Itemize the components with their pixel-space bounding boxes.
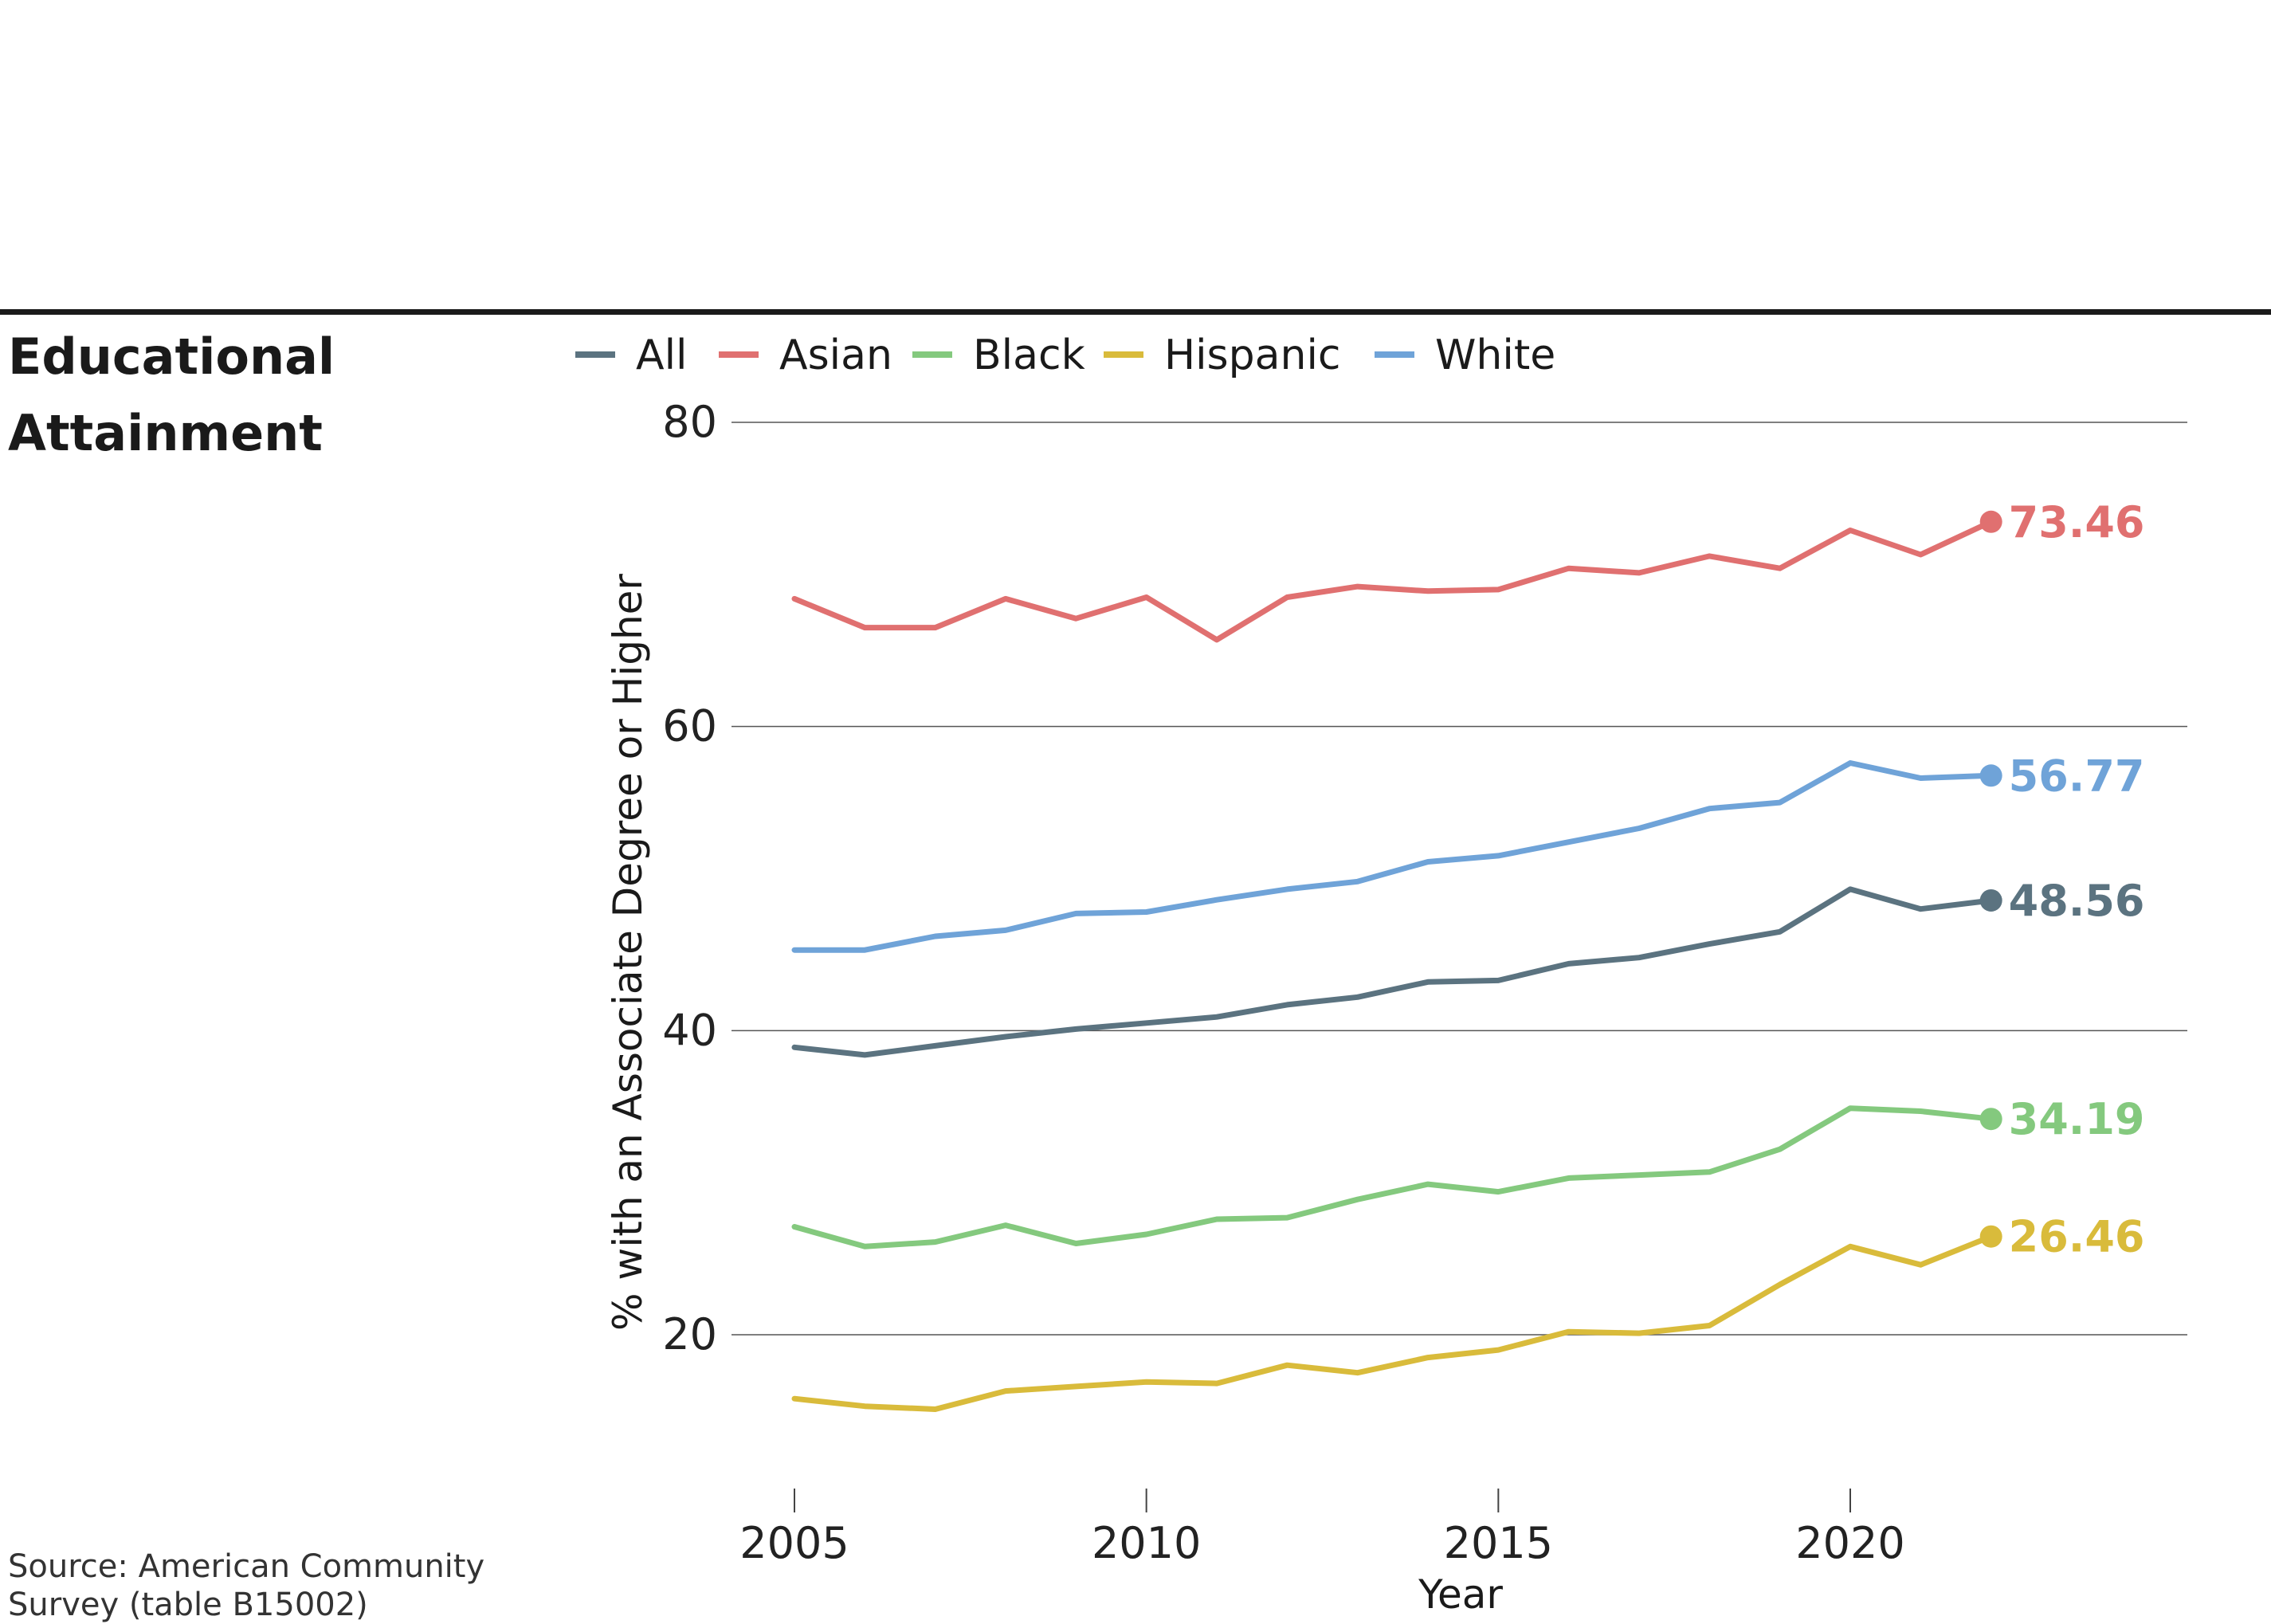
y-tick-label: 60 <box>662 701 717 751</box>
x-tick-label: 2010 <box>1092 1518 1201 1568</box>
legend: All Asian Black Hispanic White <box>575 331 1555 379</box>
end-point-white <box>1979 764 2002 787</box>
legend-label: White <box>1435 331 1555 379</box>
gridlines <box>732 422 2187 1336</box>
end-label-hispanic: 26.46 <box>2009 1212 2145 1262</box>
series-line-black <box>791 1105 1994 1249</box>
y-tick-label: 20 <box>662 1309 717 1359</box>
series-line-asian <box>791 519 1994 643</box>
x-axis-ticks: 2005 2010 2015 2020 <box>739 1489 1905 1568</box>
series-lines <box>791 510 2002 1412</box>
end-point-black <box>1979 1108 2002 1131</box>
y-axis-ticks: 20 40 60 80 <box>662 397 717 1359</box>
end-point-asian <box>1979 510 2002 533</box>
legend-label: Black <box>973 331 1085 379</box>
series-line-all <box>791 886 1994 1058</box>
series-line-white <box>791 760 1994 953</box>
end-point-all <box>1979 888 2002 912</box>
x-tick-label: 2015 <box>1444 1518 1553 1568</box>
x-tick-label: 2005 <box>739 1518 849 1568</box>
series-line-hispanic <box>791 1234 1994 1412</box>
legend-label: Asian <box>779 331 892 379</box>
x-axis-title: Year <box>1418 1571 1503 1618</box>
end-labels: 48.56 73.46 34.19 26.46 56.77 <box>2009 497 2145 1262</box>
end-point-hispanic <box>1979 1225 2002 1248</box>
page-title: Educational Attainment <box>8 328 335 462</box>
legend-label: All <box>636 331 687 379</box>
x-tick-label: 2020 <box>1795 1518 1904 1568</box>
y-axis-title: % with an Associate Degree or Higher <box>605 574 651 1331</box>
end-label-black: 34.19 <box>2009 1094 2145 1144</box>
y-tick-label: 40 <box>662 1005 717 1055</box>
end-label-white: 56.77 <box>2009 751 2145 801</box>
end-label-asian: 73.46 <box>2009 497 2145 547</box>
legend-label: Hispanic <box>1164 331 1341 379</box>
source-note: Source: American Community Survey (table… <box>8 1548 485 1623</box>
y-tick-label: 80 <box>662 397 717 447</box>
top-rule <box>0 309 2271 315</box>
end-label-all: 48.56 <box>2009 876 2145 926</box>
